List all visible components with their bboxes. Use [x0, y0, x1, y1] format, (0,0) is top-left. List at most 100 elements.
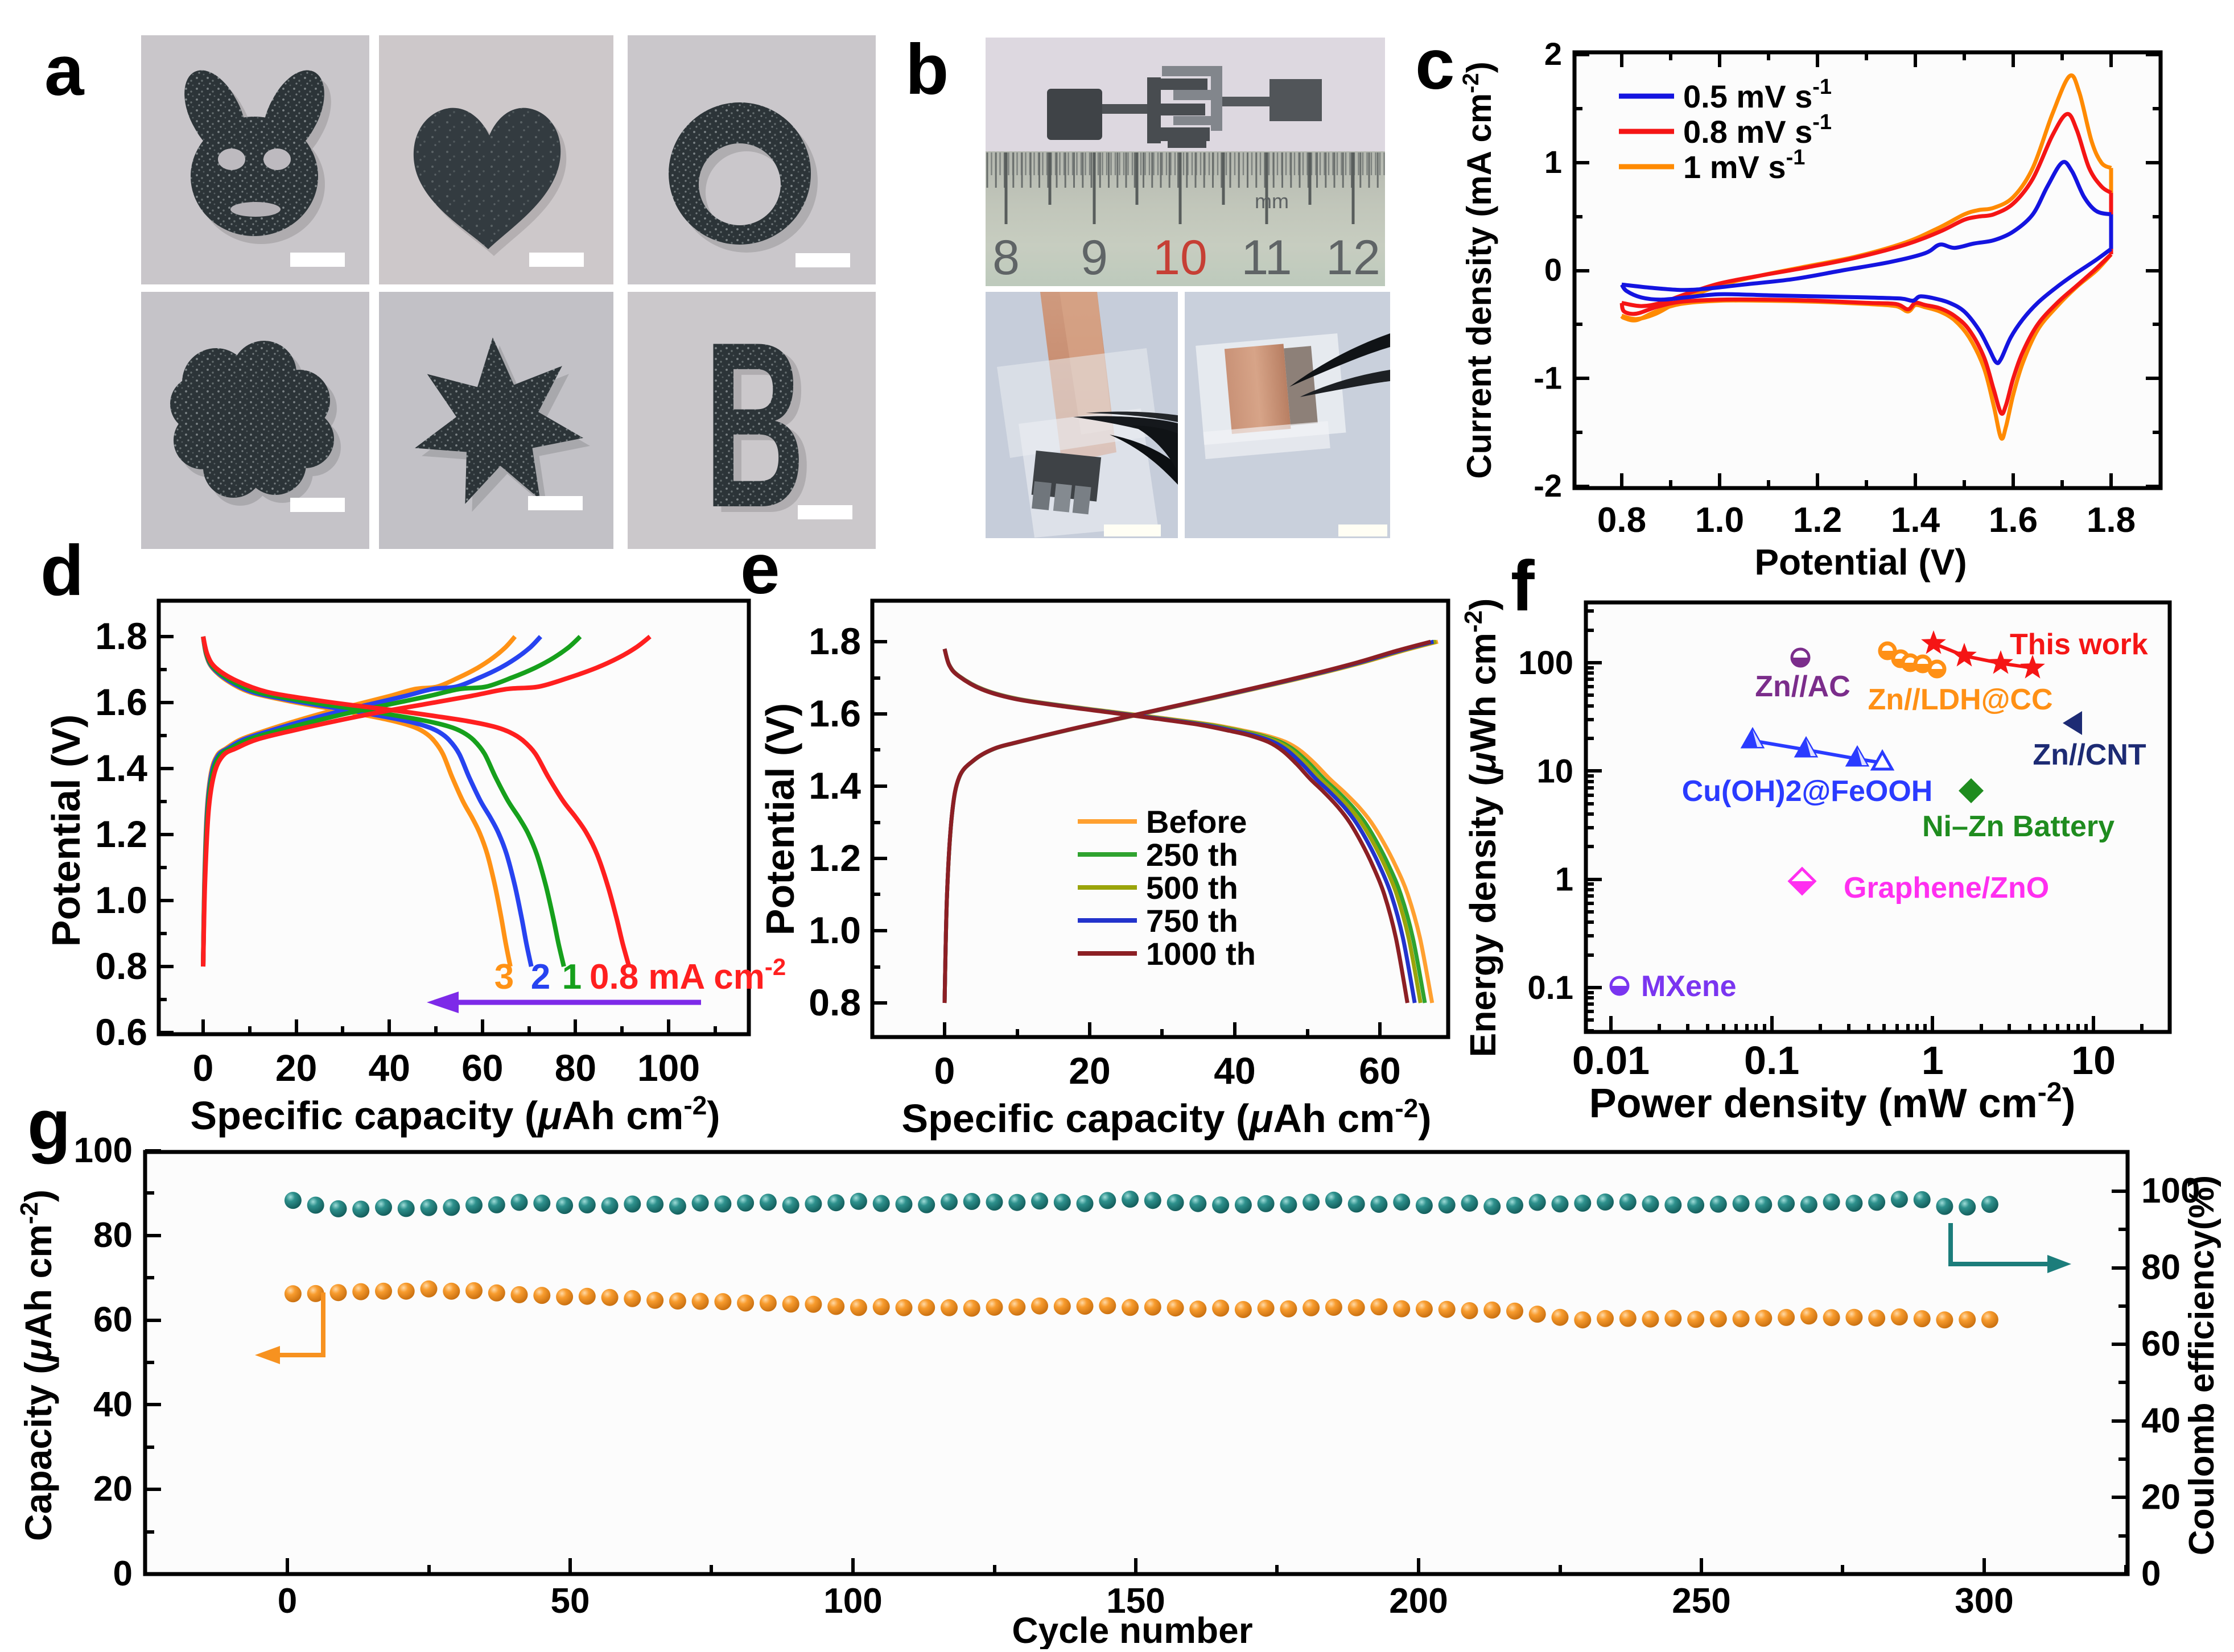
svg-text:Specific capacity (μAh cm-2): Specific capacity (μAh cm-2) [901, 1093, 1431, 1141]
svg-text:250 th: 250 th [1146, 837, 1238, 873]
svg-text:200: 200 [1389, 1581, 1448, 1621]
svg-text:20: 20 [1069, 1050, 1110, 1092]
svg-text:1.0: 1.0 [809, 909, 861, 951]
svg-text:1000 th: 1000 th [1146, 936, 1256, 972]
svg-text:B: B [712, 298, 813, 562]
svg-text:0.8 mV s-1: 0.8 mV s-1 [1683, 110, 1832, 150]
svg-text:60: 60 [2141, 1324, 2181, 1364]
svg-text:1.4: 1.4 [809, 765, 861, 807]
svg-text:10: 10 [2071, 1038, 2116, 1083]
svg-text:0.8: 0.8 [95, 945, 147, 987]
svg-text:80: 80 [555, 1047, 596, 1089]
svg-text:0.8: 0.8 [809, 981, 861, 1023]
svg-text:1.2: 1.2 [809, 837, 861, 879]
svg-text:g: g [27, 1085, 71, 1164]
svg-text:100: 100 [637, 1047, 700, 1089]
svg-text:Specific capacity (μAh cm-2): Specific capacity (μAh cm-2) [190, 1091, 720, 1138]
svg-text:80: 80 [93, 1216, 133, 1255]
svg-text:1.6: 1.6 [95, 681, 147, 723]
svg-text:150: 150 [1106, 1581, 1165, 1621]
svg-text:f: f [1511, 547, 1535, 626]
svg-text:1.4: 1.4 [1891, 501, 1940, 540]
svg-text:1.2: 1.2 [95, 813, 147, 855]
svg-text:10: 10 [1536, 753, 1573, 790]
svg-text:9: 9 [1081, 230, 1108, 285]
svg-text:1: 1 [1555, 861, 1573, 898]
svg-text:0.1: 0.1 [1744, 1038, 1799, 1083]
svg-text:1 mV s-1: 1 mV s-1 [1683, 146, 1805, 185]
svg-text:1.2: 1.2 [1793, 501, 1842, 540]
svg-text:Coulomb efficiency(%): Coulomb efficiency(%) [2182, 1175, 2221, 1555]
svg-text:40: 40 [93, 1385, 133, 1424]
svg-text:750 th: 750 th [1146, 903, 1238, 939]
svg-text:60: 60 [461, 1047, 503, 1089]
svg-text:12: 12 [1326, 230, 1380, 285]
svg-text:1: 1 [1544, 144, 1562, 180]
svg-text:250: 250 [1672, 1581, 1730, 1621]
svg-text:1: 1 [562, 957, 582, 997]
svg-text:-2: -2 [1534, 468, 1562, 503]
svg-text:0.8 mA cm-2: 0.8 mA cm-2 [590, 953, 786, 997]
svg-text:0: 0 [193, 1047, 214, 1089]
svg-text:1.0: 1.0 [95, 879, 147, 921]
svg-text:mm: mm [1255, 189, 1289, 213]
svg-text:This work: This work [2010, 628, 2148, 661]
svg-text:Before: Before [1146, 804, 1247, 840]
svg-text:B: B [704, 292, 805, 556]
svg-text:20: 20 [2141, 1477, 2181, 1517]
svg-text:Potential (V): Potential (V) [1754, 542, 1967, 583]
svg-text:40: 40 [368, 1047, 410, 1089]
svg-text:100: 100 [2141, 1171, 2200, 1211]
svg-text:d: d [40, 531, 84, 610]
svg-text:0: 0 [2141, 1554, 2161, 1593]
svg-text:60: 60 [1359, 1050, 1400, 1092]
svg-text:Energy density (μWh cm-2): Energy density (μWh cm-2) [1460, 598, 1503, 1058]
svg-text:100: 100 [74, 1131, 133, 1170]
svg-text:2: 2 [531, 957, 550, 997]
svg-text:60: 60 [93, 1300, 133, 1340]
svg-text:100: 100 [1518, 645, 1573, 682]
svg-text:Power density (mW cm-2): Power density (mW cm-2) [1589, 1077, 2076, 1126]
svg-text:b: b [905, 30, 949, 109]
svg-text:20: 20 [275, 1047, 317, 1089]
svg-text:0: 0 [113, 1554, 133, 1593]
svg-text:Graphene/ZnO: Graphene/ZnO [1844, 872, 2049, 905]
svg-text:1.0: 1.0 [1695, 501, 1744, 540]
svg-text:a: a [44, 31, 85, 110]
svg-text:Zn//CNT: Zn//CNT [2033, 738, 2146, 771]
svg-text:0: 0 [278, 1581, 297, 1621]
svg-text:Potential (V): Potential (V) [44, 715, 88, 947]
svg-text:0.5 mV s-1: 0.5 mV s-1 [1683, 75, 1832, 114]
svg-text:40: 40 [1214, 1050, 1255, 1092]
svg-text:1.8: 1.8 [809, 620, 861, 662]
svg-text:40: 40 [2141, 1401, 2181, 1440]
svg-text:Cu(OH)2@FeOOH: Cu(OH)2@FeOOH [1682, 775, 1933, 808]
svg-text:MXene: MXene [1641, 970, 1737, 1003]
svg-text:Current density (mA cm-2): Current density (mA cm-2) [1458, 61, 1498, 478]
svg-text:Zn//AC: Zn//AC [1755, 670, 1850, 703]
svg-text:0.1: 0.1 [1527, 969, 1573, 1006]
svg-text:300: 300 [1955, 1581, 2013, 1621]
svg-text:1.6: 1.6 [1989, 501, 2038, 540]
svg-text:11: 11 [1241, 230, 1292, 285]
svg-text:Cycle number: Cycle number [1012, 1610, 1252, 1649]
svg-text:3: 3 [494, 957, 514, 997]
svg-text:1.6: 1.6 [809, 692, 861, 734]
svg-text:0: 0 [934, 1050, 955, 1092]
svg-text:Zn//LDH@CC: Zn//LDH@CC [1868, 683, 2052, 716]
svg-text:500 th: 500 th [1146, 870, 1238, 906]
svg-text:0.8: 0.8 [1597, 501, 1646, 540]
svg-text:1: 1 [1922, 1038, 1944, 1083]
svg-text:50: 50 [551, 1581, 590, 1621]
svg-text:0.6: 0.6 [95, 1011, 147, 1053]
svg-text:0: 0 [1544, 252, 1562, 288]
svg-text:2: 2 [1544, 36, 1562, 72]
svg-text:20: 20 [93, 1469, 133, 1509]
svg-text:1.8: 1.8 [95, 615, 147, 657]
svg-text:-1: -1 [1534, 360, 1562, 395]
svg-text:1.4: 1.4 [95, 747, 147, 789]
svg-text:Capacity (μAh cm-2): Capacity (μAh cm-2) [15, 1190, 59, 1541]
svg-text:1.8: 1.8 [2087, 501, 2136, 540]
svg-text:Ni–Zn Battery: Ni–Zn Battery [1922, 810, 2115, 843]
svg-text:0.01: 0.01 [1572, 1038, 1650, 1083]
